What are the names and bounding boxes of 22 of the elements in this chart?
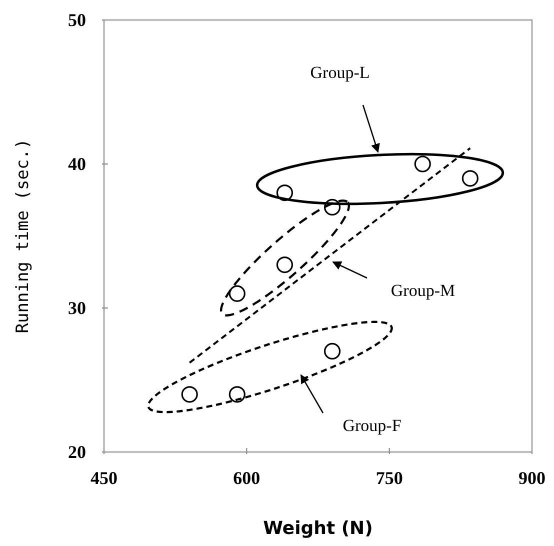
annotation: Group-M xyxy=(390,281,456,300)
y-tick-label: 50 xyxy=(68,10,86,30)
annotation: Group-F xyxy=(342,416,402,435)
point xyxy=(276,256,294,274)
point xyxy=(324,342,341,360)
point xyxy=(228,386,246,403)
y-tick-label: 30 xyxy=(68,298,86,318)
point xyxy=(181,386,198,403)
y-axis-title: Running time (sec.) xyxy=(13,138,34,334)
point xyxy=(228,285,246,302)
point xyxy=(414,156,431,172)
x-tick-label: 900 xyxy=(518,468,546,488)
x-tick-label: 750 xyxy=(376,468,403,488)
point xyxy=(324,198,341,216)
annotation: Group-L xyxy=(310,63,370,82)
x-axis-title: Weight (N) xyxy=(263,518,373,539)
y-tick-label: 20 xyxy=(68,442,86,462)
x-tick-label: 450 xyxy=(90,468,118,488)
x-tick-label: 600 xyxy=(233,468,260,488)
point xyxy=(462,170,478,187)
y-tick-label: 40 xyxy=(68,154,86,174)
point xyxy=(276,184,294,202)
